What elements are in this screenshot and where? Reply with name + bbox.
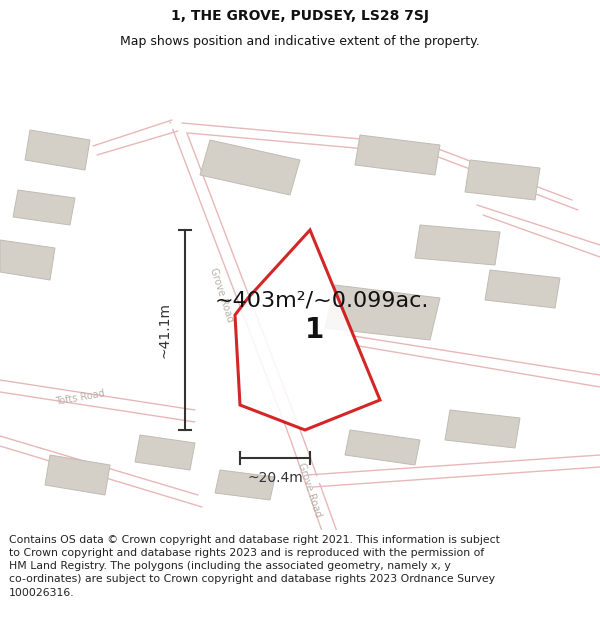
Polygon shape — [235, 230, 380, 430]
Polygon shape — [215, 470, 275, 500]
Text: Contains OS data © Crown copyright and database right 2021. This information is : Contains OS data © Crown copyright and d… — [9, 535, 500, 598]
Polygon shape — [200, 140, 300, 195]
Polygon shape — [45, 455, 110, 495]
Polygon shape — [325, 285, 440, 340]
Polygon shape — [445, 410, 520, 448]
Text: Tofts Road: Tofts Road — [55, 389, 106, 408]
Polygon shape — [465, 160, 540, 200]
Polygon shape — [13, 190, 75, 225]
Polygon shape — [0, 240, 55, 280]
Text: ~20.4m: ~20.4m — [247, 471, 303, 485]
Text: Grove Road: Grove Road — [296, 462, 323, 518]
Polygon shape — [415, 225, 500, 265]
Text: 1: 1 — [305, 316, 325, 344]
Text: Map shows position and indicative extent of the property.: Map shows position and indicative extent… — [120, 35, 480, 48]
Polygon shape — [135, 435, 195, 470]
Polygon shape — [355, 135, 440, 175]
Text: 1, THE GROVE, PUDSEY, LS28 7SJ: 1, THE GROVE, PUDSEY, LS28 7SJ — [171, 9, 429, 23]
Polygon shape — [485, 270, 560, 308]
Text: ~41.1m: ~41.1m — [158, 302, 172, 358]
Polygon shape — [25, 130, 90, 170]
Text: Grove Road: Grove Road — [209, 267, 235, 323]
Text: ~403m²/~0.099ac.: ~403m²/~0.099ac. — [215, 290, 430, 310]
Polygon shape — [345, 430, 420, 465]
